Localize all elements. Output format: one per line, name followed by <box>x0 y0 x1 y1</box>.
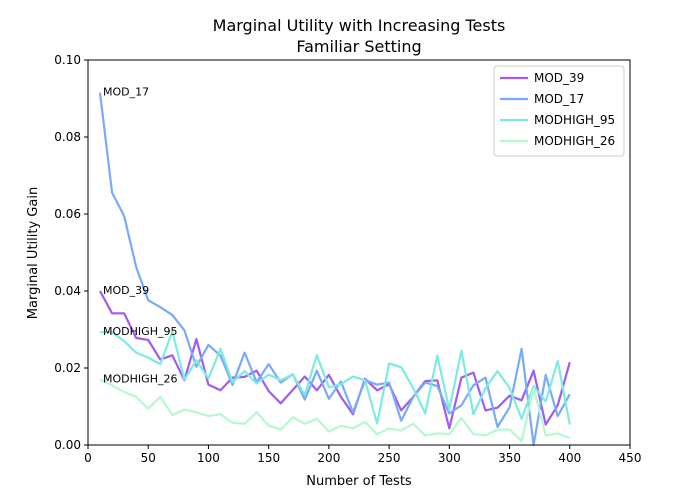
x-tick-label: 400 <box>558 451 581 465</box>
legend-label: MODHIGH_95 <box>534 113 615 127</box>
x-tick-label: 100 <box>197 451 220 465</box>
y-tick-label: 0.00 <box>54 438 81 452</box>
x-axis-label: Number of Tests <box>306 474 412 489</box>
x-tick-label: 0 <box>84 451 92 465</box>
series-line-mod-39 <box>99 290 571 430</box>
plot-area: MOD_17 MOD_39 MODHIGH_95 MODHIGH_26 0 50 100 15… <box>54 53 641 465</box>
series-line-modhigh-26 <box>99 378 571 443</box>
legend-label: MODHIGH_26 <box>534 134 615 148</box>
x-tick-label: 150 <box>257 451 280 465</box>
annotation-modhigh-95: MODHIGH_95 <box>103 325 177 338</box>
legend-label: MOD_39 <box>534 71 584 85</box>
annotation-mod-39: MOD_39 <box>103 284 149 297</box>
chart-title: Marginal Utility with Increasing Tests <box>213 16 506 35</box>
series-line-modhigh-95 <box>100 330 571 425</box>
legend-label: MOD_17 <box>534 92 584 106</box>
series-line-mod-17 <box>98 92 571 447</box>
x-tick-label: 200 <box>317 451 340 465</box>
x-tick-label: 50 <box>141 451 156 465</box>
x-tick-label: 350 <box>498 451 521 465</box>
chart-subtitle: Familiar Setting <box>296 37 421 56</box>
y-tick-label: 0.10 <box>54 53 81 67</box>
y-tick-label: 0.08 <box>54 130 81 144</box>
y-tick-label: 0.02 <box>54 361 81 375</box>
x-tick-label: 300 <box>438 451 461 465</box>
annotation-mod-17: MOD_17 <box>103 86 149 99</box>
y-axis-label: Marginal Utility Gain <box>26 187 41 319</box>
y-tick-label: 0.04 <box>54 284 81 298</box>
legend-box <box>493 65 625 157</box>
plot-frame <box>87 59 631 446</box>
y-tick-label: 0.06 <box>54 207 81 221</box>
x-tick-label: 250 <box>378 451 401 465</box>
legend: MOD_39 MOD_17 MODHIGH_95 MODHIGH_26 <box>493 65 625 157</box>
annotation-modhigh-26: MODHIGH_26 <box>103 373 177 386</box>
x-tick-label: 450 <box>619 451 642 465</box>
